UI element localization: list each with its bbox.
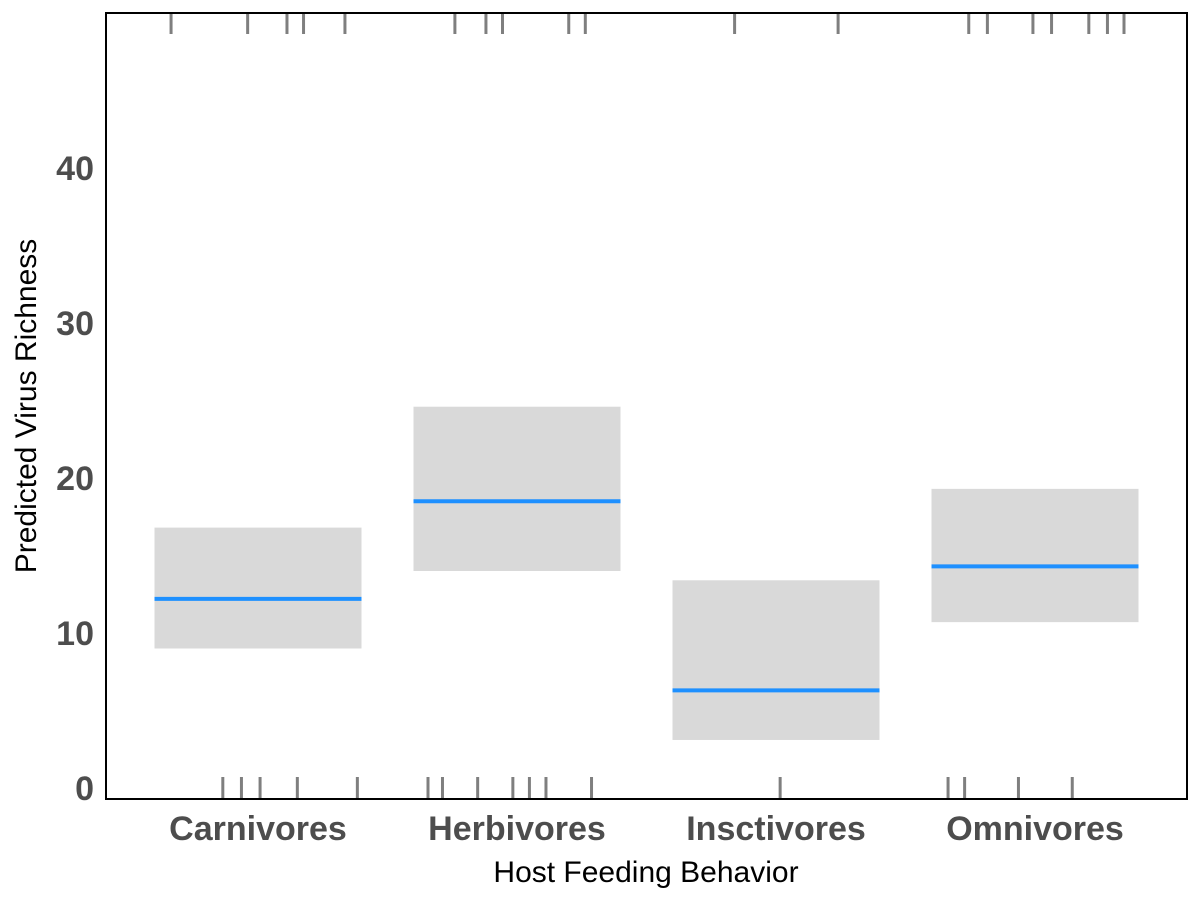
y-tick-label: 40 — [56, 150, 94, 188]
confidence-band-insctivores — [672, 580, 880, 740]
x-tick-label: Herbivores — [428, 810, 606, 848]
fit-lines — [154, 499, 1139, 693]
y-tick-label: 0 — [75, 770, 94, 808]
x-tick-label: Omnivores — [946, 810, 1124, 848]
x-axis-tick-labels: Carnivores Herbivores Insctivores Omnivores — [169, 810, 1124, 848]
confidence-bands — [154, 406, 1139, 740]
plot-border — [105, 12, 1188, 800]
confidence-band-omnivores — [931, 488, 1139, 623]
y-tick-label: 10 — [56, 615, 94, 653]
y-axis-title: Predicted Virus Richness — [10, 239, 43, 574]
rug-marks — [169, 13, 1126, 799]
confidence-band-herbivores — [413, 406, 621, 571]
y-tick-label: 20 — [56, 460, 94, 498]
x-axis-title: Host Feeding Behavior — [493, 856, 798, 889]
x-tick-label: Carnivores — [169, 810, 347, 848]
x-tick-label: Insctivores — [686, 810, 866, 848]
confidence-band-carnivores — [154, 527, 362, 649]
y-axis-tick-labels: 0 10 20 30 40 — [56, 150, 94, 808]
y-tick-label: 30 — [56, 305, 94, 343]
